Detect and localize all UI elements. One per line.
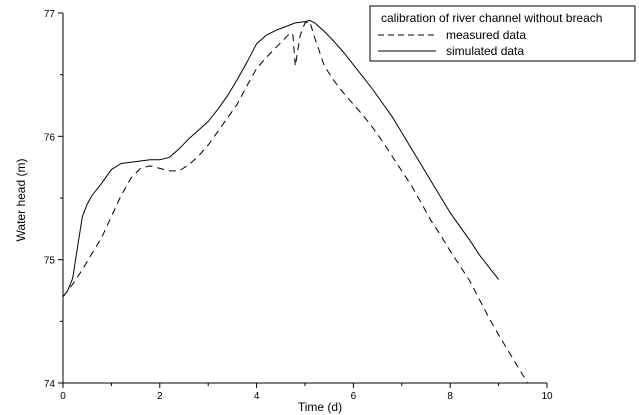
legend: calibration of river channel without bre… (369, 5, 636, 62)
y-tick-label: 75 (44, 256, 56, 267)
x-ticks: 0 2 4 6 8 10 (60, 383, 553, 402)
legend-box (369, 5, 636, 62)
x-tick-label: 8 (447, 391, 453, 402)
y-tick-label: 74 (44, 379, 56, 390)
y-ticks: 74 75 76 77 (44, 9, 63, 390)
y-tick-label: 76 (44, 132, 56, 143)
measured-data-line (62, 21, 529, 384)
x-tick-label: 2 (157, 391, 163, 402)
x-tick-label: 0 (60, 391, 66, 402)
x-axis-label: Time (d) (298, 400, 342, 414)
x-tick-label: 10 (541, 391, 553, 402)
simulated-data-line (62, 19, 499, 298)
legend-title: calibration of river channel without bre… (381, 11, 602, 25)
y-axis-label: Water head (m) (14, 159, 28, 242)
legend-simulated-label: simulated data (446, 44, 524, 58)
legend-measured-label: measured data (446, 28, 526, 42)
x-tick-label: 4 (254, 391, 260, 402)
series-layer (62, 19, 529, 384)
plot-frame (62, 13, 547, 384)
x-tick-label: 6 (351, 391, 357, 402)
y-tick-label: 77 (44, 9, 56, 20)
